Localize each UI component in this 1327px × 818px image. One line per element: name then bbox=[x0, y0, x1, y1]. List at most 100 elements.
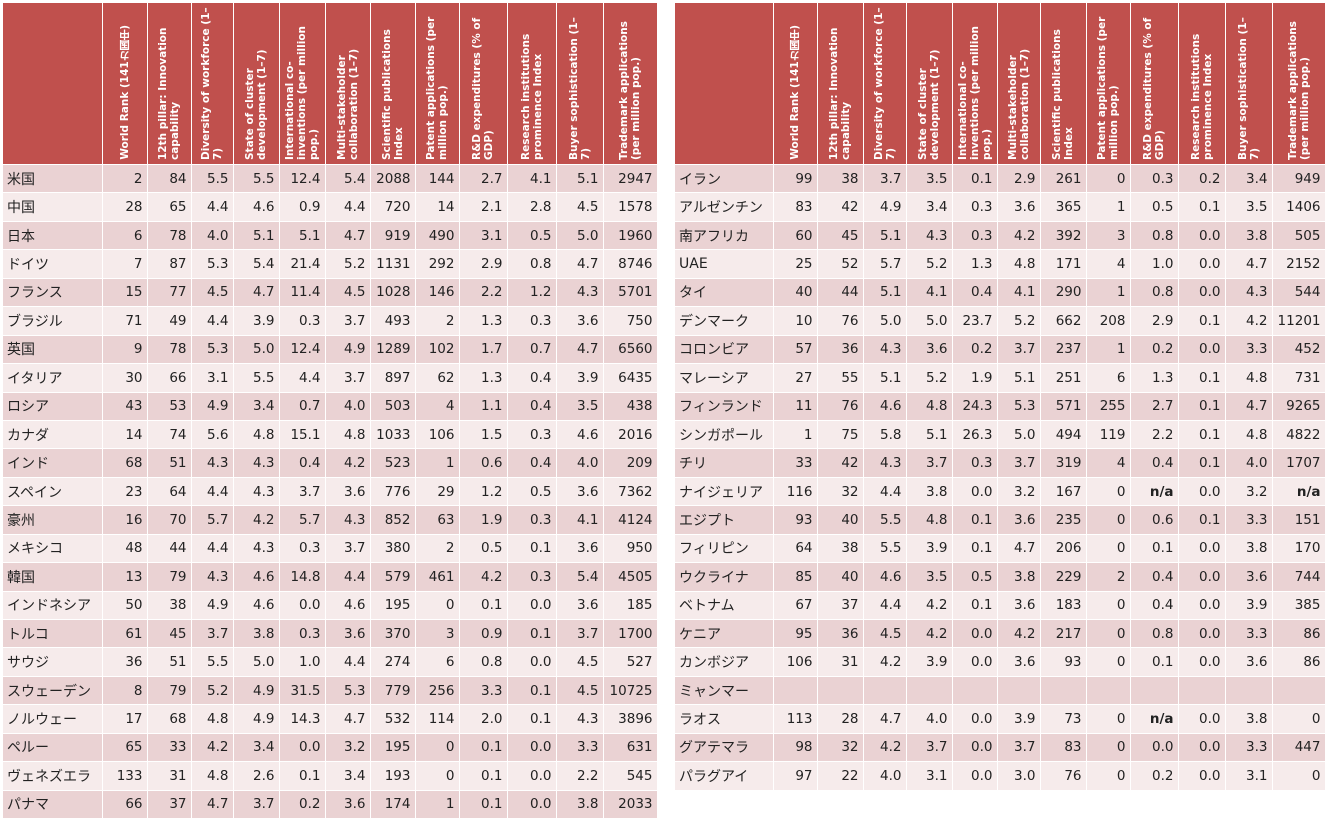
table-cell: 731 bbox=[1272, 364, 1325, 392]
column-header-label: International co-inventions (per million… bbox=[957, 3, 993, 164]
table-cell: 4.4 bbox=[325, 648, 370, 676]
table-cell: 3.5 bbox=[906, 165, 952, 193]
table-cell: 237 bbox=[1040, 335, 1086, 363]
table-cell: 5.7 bbox=[279, 506, 325, 534]
table-cell: 6 bbox=[102, 221, 147, 249]
table-cell: 7362 bbox=[603, 477, 657, 505]
table-cell bbox=[773, 676, 817, 704]
table-cell: 4.5 bbox=[325, 278, 370, 306]
table-cell: 4.8 bbox=[325, 420, 370, 448]
table-cell: 3.6 bbox=[997, 648, 1040, 676]
table-cell: 3.9 bbox=[997, 705, 1040, 733]
table-cell: 3896 bbox=[603, 705, 657, 733]
country-name: トルコ bbox=[3, 620, 102, 648]
table-cell: 5.6 bbox=[191, 420, 233, 448]
table-cell: 0.1 bbox=[952, 534, 997, 562]
table-cell: 4.2 bbox=[997, 221, 1040, 249]
table-cell: 4.6 bbox=[863, 563, 906, 591]
table-cell: 51 bbox=[147, 449, 191, 477]
table-cell: 113 bbox=[773, 705, 817, 733]
table-cell: 25 bbox=[773, 250, 817, 278]
column-header-label: Trademark applications (per million pop.… bbox=[1287, 3, 1311, 164]
table-cell: 53 bbox=[147, 392, 191, 420]
table-cell: 14.3 bbox=[279, 705, 325, 733]
table-cell: 5.1 bbox=[863, 221, 906, 249]
table-cell: 4.6 bbox=[233, 591, 279, 619]
table-cell: 4.5 bbox=[556, 193, 603, 221]
table-cell: 4.9 bbox=[863, 193, 906, 221]
table-cell: 0.8 bbox=[1130, 221, 1178, 249]
country-name: 中国 bbox=[3, 193, 102, 221]
table-cell: 3.3 bbox=[1225, 620, 1272, 648]
table-cell: 0.0 bbox=[1178, 477, 1225, 505]
country-name: パラグアイ bbox=[675, 762, 773, 790]
table-cell: 11201 bbox=[1272, 307, 1325, 335]
table-cell: 461 bbox=[415, 563, 459, 591]
table-cell: 4.2 bbox=[863, 648, 906, 676]
table-cell: 116 bbox=[773, 477, 817, 505]
table-cell: 68 bbox=[102, 449, 147, 477]
table-cell: 3.9 bbox=[906, 534, 952, 562]
table-cell: 8746 bbox=[603, 250, 657, 278]
table-cell: 0.0 bbox=[1178, 705, 1225, 733]
table-cell: 0.0 bbox=[507, 591, 556, 619]
table-cell: 1.7 bbox=[459, 335, 507, 363]
table-cell: 5.7 bbox=[191, 506, 233, 534]
table-cell: 1.0 bbox=[1130, 250, 1178, 278]
innovation-table-left: World Rank (141カ国中)12th pillar: Innovati… bbox=[3, 3, 658, 818]
table-cell: 4.3 bbox=[906, 221, 952, 249]
table-cell: 10725 bbox=[603, 676, 657, 704]
table-cell: 33 bbox=[147, 733, 191, 761]
table-cell: 2.2 bbox=[1130, 420, 1178, 448]
table-cell: 2.9 bbox=[997, 165, 1040, 193]
table-cell: 93 bbox=[773, 506, 817, 534]
table-cell: 0 bbox=[415, 762, 459, 790]
table-cell: 0.0 bbox=[1130, 733, 1178, 761]
table-cell: 0 bbox=[1086, 165, 1130, 193]
table-cell bbox=[952, 676, 997, 704]
table-cell: 38 bbox=[147, 591, 191, 619]
table-cell: 0.0 bbox=[1178, 250, 1225, 278]
table-cell: 380 bbox=[370, 534, 415, 562]
table-cell: 61 bbox=[102, 620, 147, 648]
table-cell: 852 bbox=[370, 506, 415, 534]
table-cell: 4.6 bbox=[233, 563, 279, 591]
table-cell: 23 bbox=[102, 477, 147, 505]
table-cell: 579 bbox=[370, 563, 415, 591]
table-cell: 50 bbox=[102, 591, 147, 619]
table-cell: 62 bbox=[415, 364, 459, 392]
table-cell: 3.0 bbox=[997, 762, 1040, 790]
column-header: Trademark applications (per million pop.… bbox=[1272, 3, 1325, 165]
country-header bbox=[675, 3, 773, 165]
column-header-label: Buyer sophistication (1–7) bbox=[1237, 3, 1261, 164]
column-header-label: Research institutions prominence Index bbox=[520, 3, 544, 164]
column-header: State of cluster development (1–7) bbox=[906, 3, 952, 165]
table-cell: 0.0 bbox=[279, 733, 325, 761]
table-cell: 78 bbox=[147, 335, 191, 363]
table-cell: 544 bbox=[1272, 278, 1325, 306]
table-cell bbox=[1040, 676, 1086, 704]
column-header-label: Trademark applications (per million pop.… bbox=[618, 3, 642, 164]
table-cell: 0.0 bbox=[1178, 534, 1225, 562]
table-cell: 206 bbox=[1040, 534, 1086, 562]
table-cell: 4 bbox=[415, 392, 459, 420]
table-cell: 3.5 bbox=[556, 392, 603, 420]
table-cell: 2016 bbox=[603, 420, 657, 448]
table-cell: 86 bbox=[1272, 620, 1325, 648]
table-cell: 0.2 bbox=[1130, 762, 1178, 790]
table-cell: 78 bbox=[147, 221, 191, 249]
country-header bbox=[3, 3, 102, 165]
table-cell: 31 bbox=[817, 648, 863, 676]
table-cell: 4.5 bbox=[863, 620, 906, 648]
table-cell: 4.5 bbox=[191, 278, 233, 306]
table-cell: 1578 bbox=[603, 193, 657, 221]
country-name: ヴェネズエラ bbox=[3, 762, 102, 790]
country-name: ペルー bbox=[3, 733, 102, 761]
table-cell: 75 bbox=[817, 420, 863, 448]
table-cell: 31 bbox=[147, 762, 191, 790]
table-cell: 3.6 bbox=[997, 193, 1040, 221]
